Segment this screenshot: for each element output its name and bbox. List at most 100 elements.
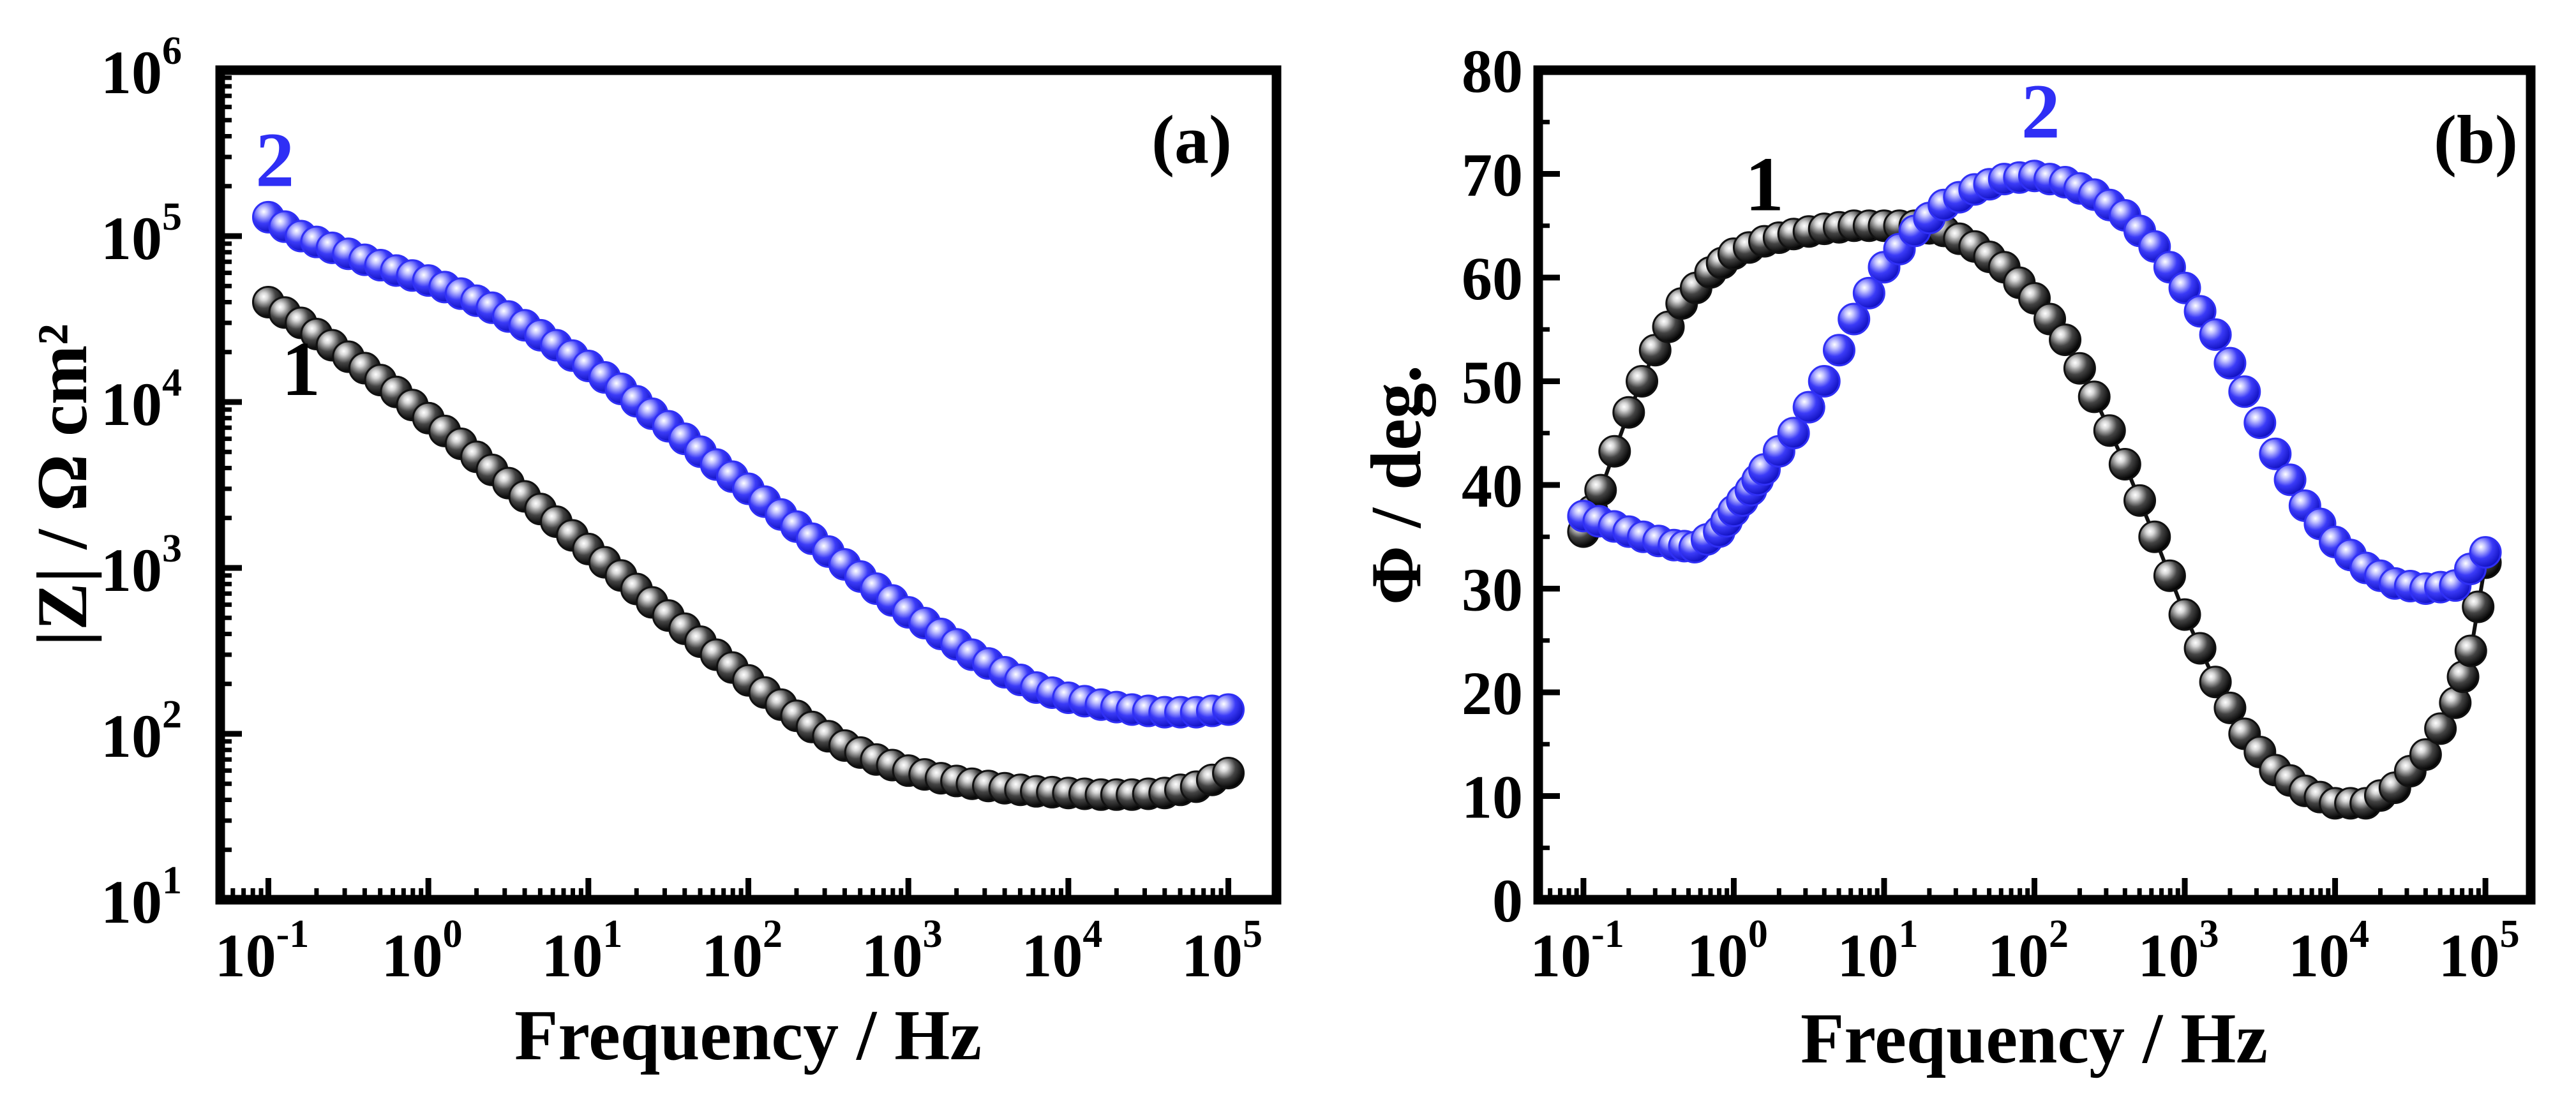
panel-a-x-axis-title: Frequency / Hz [514,996,982,1075]
data-point [2078,380,2111,413]
data-point [2462,590,2495,623]
x-tick-exponent: 3 [2199,912,2219,956]
series-1-label: 1 [1745,141,1784,227]
series-1-markers [251,285,1245,811]
x-tick-exponent: 0 [443,912,463,956]
data-point [2168,598,2201,631]
data-point [2168,271,2201,304]
data-point [1212,757,1245,790]
y-tick-label: 30 [1462,556,1523,624]
data-point [2049,324,2082,356]
y-tick-label: 50 [1462,348,1523,417]
data-point [2213,691,2247,724]
data-point [2138,520,2171,553]
panel-a-label: (a) [1151,102,1232,178]
data-point [2273,463,2307,496]
data-point [1626,365,1659,398]
data-point [1808,365,1841,398]
data-point [1612,396,1645,429]
data-point [1777,417,1810,450]
impedance-magnitude-panel: 1 2 10-1 100 101 102 103 104 10510110210310410… [23,29,1282,1075]
y-tick-label: 101 [101,859,182,936]
data-point [2213,346,2247,380]
panel-b-x-axis-title: Frequency / Hz [1801,999,2268,1078]
y-tick-exponent: 5 [162,195,182,239]
y-tick-exponent: 2 [162,693,182,736]
data-point [2063,352,2096,385]
x-tick-label: 10-1 [1530,912,1624,990]
y-tick-exponent: 4 [162,361,182,405]
y-tick-label: 80 [1462,37,1523,105]
series-2-markers [251,200,1245,729]
y-tick-exponent: 1 [162,859,182,902]
data-point [2153,559,2186,592]
y-tick-label: 103 [101,527,182,604]
x-tick-label: 100 [1687,912,1768,990]
x-tick-label: 103 [2138,912,2219,990]
data-point [2409,738,2442,771]
y-tick-exponent: 3 [162,527,182,570]
data-point [2123,484,2157,517]
series-1-markers [1567,209,2502,820]
y-tick-label: 105 [101,195,182,272]
x-tick-exponent: 3 [923,912,943,956]
y-tick-label: 106 [101,29,182,107]
x-tick-exponent: 2 [2049,912,2069,956]
data-point [2183,632,2217,665]
x-tick-label: 102 [701,912,783,990]
panel-b-y-axis-title: Φ / deg. [1357,365,1436,605]
panel-b-plot-frame [1533,65,2536,905]
panel-b-data-markers [1567,160,2502,820]
data-point [2093,414,2126,447]
data-point [1584,473,1617,507]
y-tick-label: 20 [1462,659,1523,727]
x-tick-label: 101 [1837,912,1918,990]
data-point [2199,666,2232,699]
panel-b-label: (b) [2434,102,2518,178]
x-tick-label: 105 [1181,912,1262,990]
data-point [2183,295,2217,328]
x-tick-exponent: 0 [1748,912,1768,956]
series-1-label: 1 [281,326,320,412]
y-tick-exponent: 6 [162,29,182,73]
x-tick-exponent: 1 [1898,912,1918,956]
x-tick-label: 104 [2288,912,2369,990]
series-2-label: 2 [255,117,294,204]
panel-a-data-markers [251,200,1245,811]
data-point [1822,334,1855,367]
data-point [1852,276,1885,309]
x-tick-exponent: 1 [603,912,622,956]
x-tick-label: 100 [382,912,463,990]
data-point [2243,406,2277,439]
y-tick-label: 102 [101,693,182,770]
data-point [1212,693,1245,726]
y-tick-label: 10 [1462,763,1523,831]
x-tick-exponent: 5 [2500,912,2520,956]
x-tick-label: 103 [862,912,943,990]
x-tick-exponent: 5 [1243,912,1262,956]
x-tick-exponent: -1 [276,912,310,956]
y-tick-label: 0 [1492,867,1523,935]
y-tick-label: 70 [1462,141,1523,209]
data-point [2199,318,2232,351]
x-tick-exponent: 4 [1082,912,1102,956]
series-2-markers [1567,160,2502,605]
x-tick-label: 102 [1988,912,2069,990]
data-point [1792,391,1825,424]
data-point [2424,712,2457,745]
phase-angle-panel: 1 2 10-1 100 101 102 103 104 10501020304050607… [1357,37,2536,1078]
x-tick-exponent: 2 [763,912,783,956]
data-point [1598,435,1631,468]
data-point [1838,302,1871,336]
y-tick-label: 60 [1462,244,1523,313]
x-tick-label: 105 [2439,912,2520,990]
y-tick-label: 104 [101,361,182,438]
series-2-label: 2 [2021,69,2060,155]
x-tick-exponent: 4 [2349,912,2369,956]
x-tick-label: 101 [541,912,622,990]
data-point [2259,437,2292,470]
y-tick-label: 40 [1462,452,1523,520]
